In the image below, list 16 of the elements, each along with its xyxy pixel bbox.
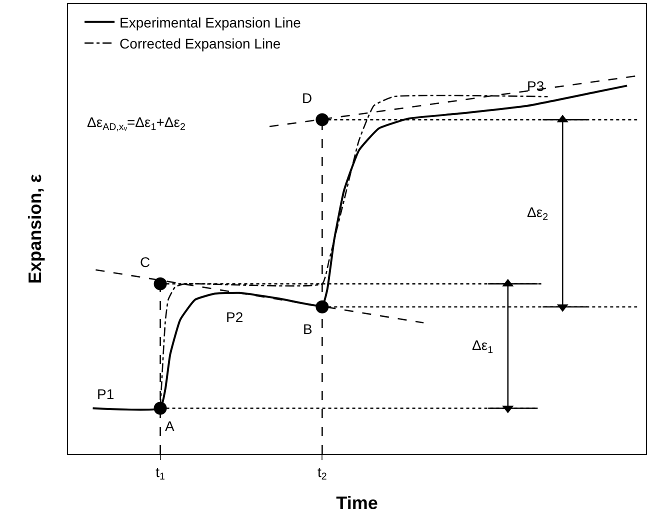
annotation: B	[303, 321, 312, 337]
annotation: Δε$_{1}$	[472, 337, 494, 356]
annotation: A	[165, 418, 175, 434]
annotation: C	[140, 254, 150, 270]
x-tick-label: t$_{2}$	[318, 464, 327, 483]
legend-label: Experimental Expansion Line	[120, 14, 302, 30]
legend-label: Corrected Expansion Line	[120, 36, 281, 52]
annotation: Δε$_{AD,xᵥ}$=Δε$_{1}$+Δε$_{2}$	[87, 114, 186, 133]
x-axis-title: Time	[336, 493, 378, 513]
annotation: P2	[226, 309, 244, 325]
y-axis-title: Expansion, ε	[25, 174, 46, 284]
annotation: Δε$_{2}$	[527, 204, 548, 223]
x-tick-label: t$_{1}$	[156, 464, 165, 483]
annotation: P1	[97, 386, 114, 402]
annotation: P3	[527, 78, 544, 94]
annotation: D	[302, 90, 312, 106]
